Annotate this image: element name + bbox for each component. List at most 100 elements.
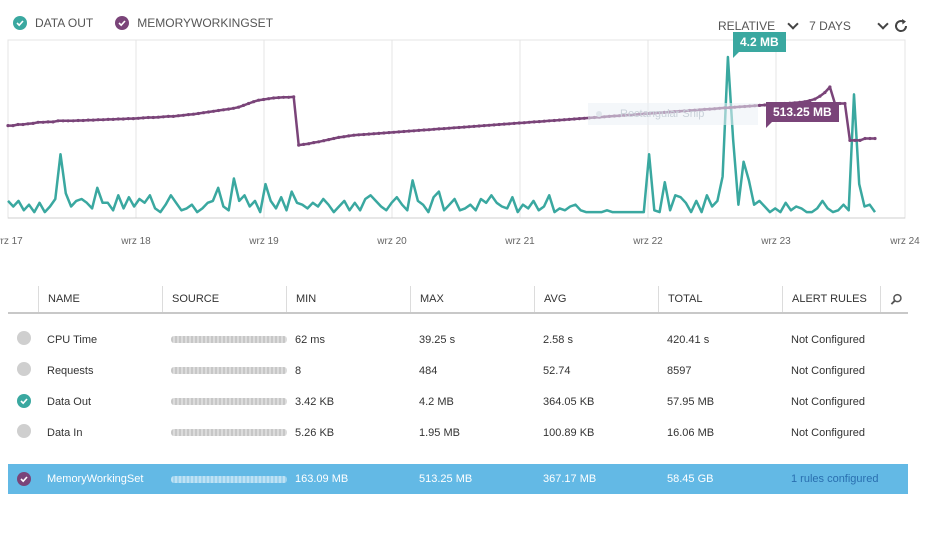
header-search[interactable] [880, 286, 908, 312]
memory-point [166, 114, 170, 118]
memory-point [532, 120, 536, 124]
header-alert-rules[interactable]: ALERT RULES [782, 286, 880, 312]
memory-point [367, 132, 371, 136]
memory-point [171, 114, 175, 118]
refresh-icon[interactable] [893, 18, 909, 34]
memory-point [362, 132, 366, 137]
memory-point [111, 117, 115, 121]
data-out-callout: 4.2 MB [733, 32, 786, 58]
memory-point [146, 115, 150, 120]
cell-max: 484 [419, 364, 438, 377]
memory-point [868, 136, 872, 141]
table-row[interactable]: Requests 8 484 52.74 8597 Not Configured [8, 355, 908, 386]
memory-point [121, 117, 125, 121]
range-dropdown[interactable]: 7 DAYS [809, 18, 889, 33]
memory-point [853, 138, 857, 142]
row-checkbox[interactable] [8, 362, 38, 379]
cell-min: 62 ms [295, 333, 325, 346]
cell-max: 4.2 MB [419, 395, 454, 408]
memory-point [186, 113, 190, 117]
memory-point [437, 127, 441, 131]
row-checkbox[interactable] [8, 424, 38, 441]
memory-point [66, 119, 70, 123]
memory-point [31, 121, 35, 125]
memory-point [236, 105, 241, 109]
table-row-selected[interactable]: MemoryWorkingSet 163.09 MB 513.25 MB 367… [8, 464, 908, 494]
header-select [8, 286, 38, 312]
row-checkbox[interactable] [8, 331, 38, 348]
memory-point [567, 117, 571, 121]
legend-label: DATA OUT [35, 16, 94, 30]
memory-point [151, 115, 155, 120]
x-tick-label: wrz 24 [889, 236, 920, 247]
memory-point [392, 130, 396, 134]
header-total[interactable]: TOTAL [658, 286, 782, 312]
memory-point [322, 139, 326, 143]
cell-avg: 2.58 s [543, 333, 573, 346]
memory-point [397, 130, 401, 134]
memory-point [312, 141, 316, 145]
cell-min: 163.09 MB [295, 473, 349, 485]
table-row[interactable]: Data Out 3.42 KB 4.2 MB 364.05 KB 57.95 MB No… [8, 386, 908, 417]
chevron-down-icon [787, 18, 799, 30]
memory-point [241, 103, 246, 107]
memory-point [332, 136, 336, 141]
cell-total: 420.41 s [667, 333, 710, 346]
memory-point [337, 135, 341, 139]
legend-label: MEMORYWORKINGSET [137, 16, 274, 30]
row-checkbox[interactable] [8, 471, 38, 487]
memory-point [527, 120, 531, 124]
alert-rules-link[interactable]: 1 rules configured [791, 473, 879, 485]
memory-point [297, 143, 301, 147]
memory-point [557, 118, 561, 122]
memory-point [843, 101, 847, 106]
memory-point [447, 126, 451, 130]
header-source[interactable]: SOURCE [162, 286, 286, 312]
memory-point [507, 122, 511, 126]
memory-point [327, 138, 331, 142]
table-row[interactable]: CPU Time 62 ms 39.25 s 2.58 s 420.41 s Not Co… [8, 324, 908, 355]
header-min[interactable]: MIN [286, 286, 410, 312]
memory-point [482, 124, 486, 128]
memory-point [141, 116, 145, 120]
header-max[interactable]: MAX [410, 286, 534, 312]
cell-name: Data Out [47, 395, 92, 408]
header-name[interactable]: NAME [38, 286, 162, 312]
x-tick-label: wrz 17 [0, 236, 23, 247]
legend-data-out[interactable]: DATA OUT [13, 16, 93, 30]
search-icon[interactable] [890, 293, 903, 306]
memory-point [522, 121, 526, 125]
memory-point [462, 125, 466, 129]
table-row[interactable]: Data In 5.26 KB 1.95 MB 100.89 KB 16.06 MB No… [8, 417, 908, 448]
memory-point [457, 125, 461, 130]
relative-dropdown[interactable]: RELATIVE [718, 18, 799, 33]
cell-min: 3.42 KB [295, 395, 335, 408]
memory-point [497, 122, 501, 127]
cell-avg: 100.89 KB [543, 426, 595, 439]
memory-point [21, 122, 25, 127]
memory-point [206, 110, 211, 114]
memory-point [828, 85, 832, 89]
rectangular-snip-overlay: Rectangular Snip [588, 103, 758, 125]
x-tick-label: wrz 21 [504, 236, 535, 247]
cell-alert-rules: Not Configured [791, 364, 865, 377]
memory-point [221, 108, 226, 112]
legend-memoryworkingset[interactable]: MEMORYWORKINGSET [115, 16, 273, 30]
blurred-source [171, 367, 287, 374]
memory-point [86, 118, 90, 122]
memory-point [191, 112, 195, 116]
row-checkbox[interactable] [8, 394, 38, 409]
memory-point [763, 103, 767, 107]
cell-name: Data In [47, 426, 83, 439]
header-avg[interactable]: AVG [534, 286, 658, 312]
memory-point [352, 133, 356, 137]
cell-avg: 364.05 KB [543, 395, 595, 408]
cell-total: 8597 [667, 364, 692, 377]
cell-name: Requests [47, 364, 94, 377]
check-icon [17, 471, 31, 486]
cell-max: 513.25 MB [419, 473, 473, 485]
memory-point [317, 140, 321, 144]
cell-max: 39.25 s [419, 333, 456, 346]
memory-point [257, 98, 261, 102]
memory-point [502, 122, 506, 126]
